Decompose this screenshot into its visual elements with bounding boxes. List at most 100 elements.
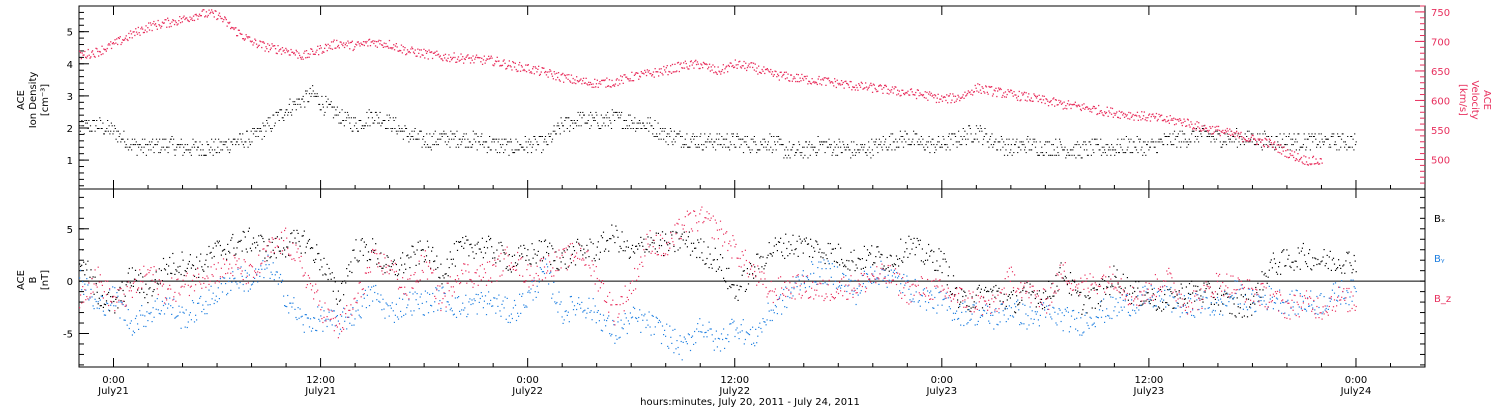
- ion-density-point: [300, 106, 302, 108]
- ion-density-point: [343, 125, 345, 127]
- velocity-point: [456, 58, 459, 60]
- ion-density-point: [1121, 149, 1124, 151]
- ion-density-point: [580, 125, 582, 127]
- b-component-point-0: [786, 247, 788, 250]
- ion-density-point: [920, 141, 922, 143]
- velocity-point: [833, 85, 835, 87]
- velocity-point: [1101, 112, 1103, 114]
- velocity-point: [1182, 121, 1184, 124]
- velocity-point: [334, 47, 336, 49]
- velocity-point: [1112, 116, 1114, 118]
- b-component-point-0: [792, 234, 794, 236]
- velocity-point: [1160, 114, 1162, 117]
- velocity-point: [547, 76, 549, 78]
- b-component-point-0: [800, 242, 802, 244]
- ion-density-point: [681, 136, 683, 137]
- b-component-point-0: [265, 251, 267, 253]
- velocity-point: [87, 48, 89, 51]
- ion-density-point: [665, 141, 667, 143]
- b-component-point-1: [149, 313, 151, 315]
- b-component-point-1: [316, 330, 318, 332]
- ion-density-point: [1054, 154, 1056, 156]
- ion-density-point: [426, 133, 428, 135]
- ion-density-point: [1181, 130, 1183, 132]
- velocity-point: [1255, 143, 1258, 145]
- b-component-point-0: [1083, 304, 1085, 306]
- b-component-point-1: [415, 299, 417, 301]
- ion-density-point: [578, 125, 580, 127]
- ion-density-point: [1330, 146, 1332, 148]
- b-component-point-0: [573, 250, 576, 252]
- b-component-point-0: [1070, 294, 1073, 296]
- ion-density-point: [584, 122, 586, 124]
- velocity-point: [485, 59, 487, 62]
- ion-density-point: [1207, 136, 1209, 137]
- b-component-point-0: [1206, 283, 1208, 285]
- ion-density-point: [683, 146, 685, 148]
- velocity-point: [666, 65, 668, 67]
- ion-density-point: [194, 141, 196, 143]
- b-component-point-0: [521, 253, 523, 255]
- b-component-point-0: [286, 246, 288, 248]
- velocity-point: [926, 91, 928, 94]
- ion-density-point: [785, 146, 787, 148]
- velocity-point: [1196, 121, 1198, 123]
- velocity-point: [1192, 127, 1195, 129]
- b-component-point-0: [911, 248, 913, 250]
- ion-density-point: [749, 149, 751, 151]
- b-component-point-1: [442, 286, 444, 288]
- ion-density-point: [883, 144, 885, 146]
- b-component-point-1: [427, 312, 430, 314]
- b-component-point-0: [254, 242, 256, 244]
- b-component-point-1: [458, 296, 460, 298]
- b-component-point-1: [104, 314, 107, 316]
- velocity-point: [504, 62, 506, 64]
- ion-density-point: [1220, 146, 1222, 148]
- ion-density-point: [1315, 138, 1317, 140]
- velocity-point: [1054, 105, 1056, 107]
- velocity-point: [875, 89, 877, 91]
- b-component-point-1: [132, 330, 134, 332]
- ion-density-point: [951, 133, 953, 135]
- velocity-point: [1293, 156, 1295, 159]
- velocity-point: [592, 83, 594, 85]
- ion-density-point: [419, 130, 421, 132]
- velocity-point: [952, 93, 954, 95]
- velocity-point: [1219, 135, 1221, 137]
- ion-density-point: [944, 144, 946, 146]
- b-component-point-0: [374, 249, 376, 252]
- velocity-point: [358, 43, 360, 45]
- velocity-point: [381, 44, 383, 46]
- ion-density-point: [1114, 149, 1117, 151]
- ion-density-point: [996, 149, 998, 151]
- velocity-point: [233, 28, 235, 31]
- velocity-point: [253, 42, 255, 44]
- b-component-point-0: [125, 284, 127, 286]
- b-component-point-1: [336, 315, 338, 317]
- ion-density-point: [171, 136, 173, 137]
- b-component-point-0: [477, 241, 479, 243]
- velocity-point: [933, 97, 935, 99]
- velocity-point: [1000, 88, 1002, 91]
- velocity-point: [768, 70, 770, 73]
- b-component-point-0: [470, 243, 472, 245]
- b-component-point-0: [1065, 277, 1067, 279]
- b-component-point-1: [257, 281, 259, 283]
- ion-density-point: [226, 146, 228, 148]
- ion-density-point: [754, 141, 756, 143]
- velocity-point: [95, 47, 97, 49]
- velocity-point: [1224, 129, 1227, 131]
- ion-density-point: [631, 122, 634, 124]
- velocity-point: [127, 39, 129, 42]
- b-component-point-1: [394, 314, 396, 316]
- b-component-point-0: [1203, 282, 1205, 284]
- b-component-point-1: [184, 326, 186, 328]
- ion-density-point: [391, 130, 393, 132]
- velocity-point: [374, 40, 376, 42]
- b-component-point-0: [1150, 299, 1152, 301]
- velocity-point: [83, 54, 85, 56]
- ion-density-point: [209, 152, 211, 154]
- velocity-point: [472, 55, 474, 57]
- ion-density-point: [533, 136, 535, 137]
- b-component-point-0: [612, 234, 614, 237]
